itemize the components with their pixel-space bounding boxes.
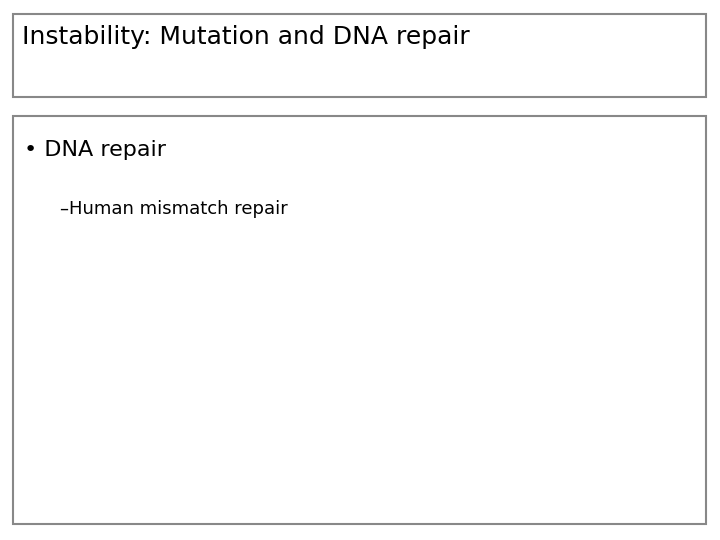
Text: –Human mismatch repair: –Human mismatch repair xyxy=(60,200,287,218)
Text: Instability: Mutation and DNA repair: Instability: Mutation and DNA repair xyxy=(22,25,469,49)
Text: • DNA repair: • DNA repair xyxy=(24,140,166,160)
FancyBboxPatch shape xyxy=(13,116,706,524)
FancyBboxPatch shape xyxy=(13,14,706,97)
